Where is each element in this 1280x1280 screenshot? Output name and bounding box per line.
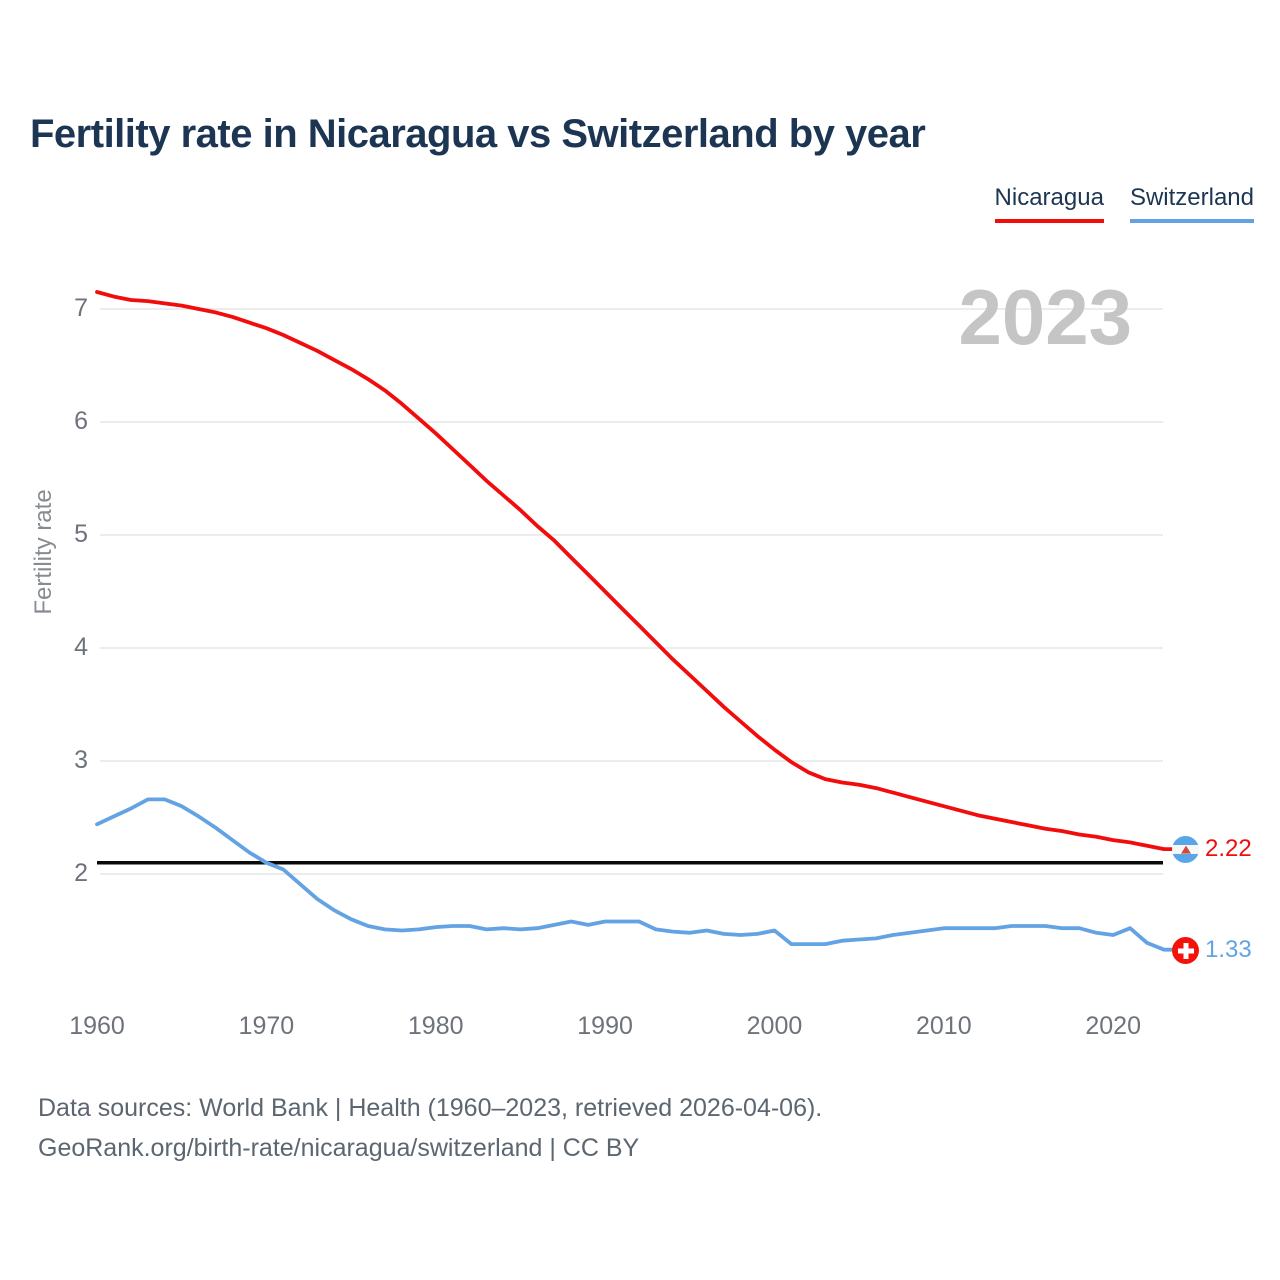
- x-tick-label-1990: 1990: [577, 1012, 633, 1040]
- nicaragua-flag-icon: [1172, 836, 1199, 863]
- series-line-switzerland[interactable]: [95, 797, 1183, 952]
- gridlines: [100, 308, 1163, 875]
- x-tick-label-2020: 2020: [1085, 1012, 1141, 1040]
- switzerland-flag-icon: [1172, 937, 1199, 964]
- footer-attribution-line: GeoRank.org/birth-rate/nicaragua/switzer…: [38, 1134, 640, 1162]
- y-tick-label-6: 6: [74, 407, 88, 435]
- x-tick-label-1970: 1970: [238, 1012, 295, 1040]
- y-tick-label-3: 3: [74, 746, 88, 774]
- legend-item-switzerland[interactable]: Switzerland: [1129, 184, 1254, 223]
- x-tick-label-2010: 2010: [916, 1012, 972, 1040]
- page-title: Fertility rate in Nicaragua vs Switzerla…: [30, 112, 926, 156]
- legend: Nicaragua Switzerland: [994, 184, 1254, 223]
- y-tick-label-5: 5: [74, 520, 88, 548]
- y-tick-label-7: 7: [74, 294, 88, 322]
- series-lines: [95, 290, 1183, 952]
- footer-sources-line: Data sources: World Bank | Health (1960–…: [38, 1094, 823, 1122]
- legend-item-nicaragua[interactable]: Nicaragua: [994, 184, 1104, 223]
- year-watermark: 2023: [958, 273, 1132, 361]
- y-tick-label-2: 2: [74, 859, 88, 887]
- y-axis-label: Fertility rate: [30, 489, 57, 615]
- x-tick-label-2000: 2000: [746, 1012, 803, 1040]
- y-tick-label-4: 4: [74, 633, 88, 661]
- x-tick-label-1960: 1960: [69, 1012, 125, 1040]
- nicaragua-end-value: 2.22: [1205, 835, 1252, 862]
- series-line-nicaragua[interactable]: [95, 290, 1183, 851]
- switzerland-end-value: 1.33: [1205, 936, 1252, 963]
- nicaragua-emblem-icon: [1180, 845, 1191, 854]
- data-sources-footer: Data sources: World Bank | Health (1960–…: [38, 1088, 822, 1168]
- x-tick-label-1980: 1980: [407, 1012, 464, 1040]
